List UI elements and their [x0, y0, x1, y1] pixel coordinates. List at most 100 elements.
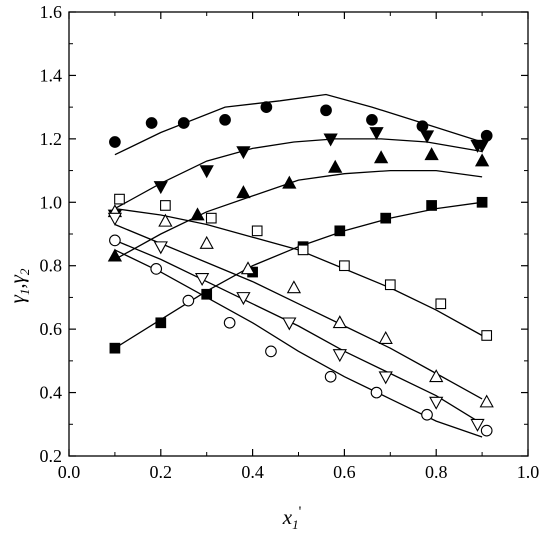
data-point-filled-triangle-down: [323, 133, 338, 147]
data-point-filled-triangle-up: [236, 185, 251, 199]
ticks-layer: 0.0 0.2 0.4 0.6 0.8 1.00.20.40.60.81.01.21.41…: [40, 2, 540, 482]
fit-line-series-5: [114, 207, 483, 337]
fit-line-series-1: [114, 93, 483, 156]
data-point-filled-circle: [320, 104, 332, 117]
data-point-filled-triangle-down: [474, 139, 490, 153]
x-axis-label-symbol: x: [282, 505, 293, 529]
fit-line-series-2: [114, 138, 483, 210]
data-point-open-circle: [370, 386, 383, 399]
data-point-open-circle: [109, 234, 121, 247]
data-point-open-triangle-up: [158, 213, 173, 227]
fit-line-series-8: [114, 249, 483, 438]
y-axis-label-symbol: γ: [5, 294, 29, 303]
data-point-filled-triangle-down: [199, 165, 214, 179]
data-point-open-triangle-down: [236, 292, 251, 306]
data-point-open-circle: [150, 263, 163, 275]
data-point-open-circle: [223, 316, 236, 329]
y-axis-label: γ1,γ2: [5, 268, 32, 303]
data-point-open-triangle-down: [282, 317, 297, 331]
data-point-filled-triangle-up: [424, 147, 439, 161]
y-tick-label: 1.0: [40, 192, 63, 212]
data-point-filled-square: [334, 225, 346, 237]
data-point-filled-square: [426, 200, 437, 211]
data-point-open-circle: [265, 345, 277, 358]
data-point-open-square: [435, 298, 447, 310]
data-point-filled-circle: [109, 136, 121, 148]
data-point-open-triangle-down: [194, 273, 210, 287]
data-point-open-triangle-up: [479, 394, 494, 408]
data-point-open-square: [114, 193, 125, 205]
y-tick-label: 1.6: [40, 2, 63, 22]
data-point-filled-circle: [219, 113, 231, 126]
data-point-open-square: [297, 244, 309, 256]
fit-line-series-6: [114, 223, 483, 400]
data-point-filled-circle: [366, 113, 378, 126]
x-tick-label: 0.6: [333, 462, 356, 482]
data-point-filled-circle: [177, 117, 190, 129]
x-tick-label: 0.2: [150, 462, 173, 482]
x-tick-label: 0.8: [425, 462, 448, 482]
data-points-layer: [107, 101, 494, 437]
y-axis-label-separator: ,: [5, 283, 29, 288]
data-point-open-triangle-down: [470, 418, 485, 432]
y-tick-label: 0.8: [40, 256, 63, 276]
data-point-filled-circle: [480, 129, 493, 142]
y-tick-label: 1.2: [40, 129, 63, 149]
data-point-open-triangle-down: [332, 349, 347, 363]
data-point-filled-square: [109, 342, 121, 354]
data-point-open-circle: [324, 370, 337, 383]
data-point-open-square: [160, 200, 171, 211]
x-axis-label: x1': [282, 504, 302, 532]
data-point-open-square: [251, 225, 263, 237]
data-point-filled-triangle-down: [236, 146, 251, 160]
fit-lines-layer: [114, 93, 483, 438]
data-point-filled-triangle-up: [373, 150, 389, 164]
plot-frame: [68, 11, 529, 457]
data-point-open-circle: [480, 424, 493, 437]
data-point-open-triangle-down: [107, 212, 123, 226]
data-point-filled-triangle-down: [419, 130, 435, 144]
x-tick-label: 0.4: [241, 462, 264, 482]
data-point-filled-circle: [416, 120, 429, 133]
data-point-filled-triangle-up: [190, 207, 205, 221]
data-point-open-square: [339, 260, 350, 272]
x-tick-label: 0.0: [58, 462, 81, 482]
data-point-open-square: [205, 212, 217, 224]
data-point-filled-circle: [260, 101, 273, 113]
data-point-filled-square: [476, 196, 488, 208]
data-point-filled-triangle-down: [369, 127, 384, 141]
data-point-filled-triangle-up: [474, 153, 490, 167]
data-point-open-triangle-up: [378, 331, 393, 345]
x-axis-label-sub: 1: [292, 517, 299, 532]
y-tick-label: 0.2: [40, 446, 63, 466]
data-point-open-circle: [421, 408, 433, 421]
data-point-open-triangle-down: [153, 241, 168, 255]
data-point-filled-square: [155, 317, 167, 329]
data-point-open-triangle-down: [429, 396, 444, 410]
data-point-filled-triangle-down: [153, 181, 168, 195]
data-point-open-circle: [182, 294, 195, 307]
fit-line-series-3: [114, 169, 483, 260]
data-point-open-triangle-up: [332, 315, 347, 329]
y-tick-label: 0.4: [40, 383, 63, 403]
data-point-open-square: [384, 279, 396, 291]
data-point-open-triangle-up: [240, 261, 256, 275]
x-tick-label: 1.0: [517, 462, 540, 482]
data-point-filled-circle: [145, 117, 158, 129]
fit-line-series-7: [114, 239, 478, 422]
data-point-filled-triangle-up: [282, 175, 297, 189]
data-point-filled-triangle-up: [107, 248, 123, 262]
data-point-filled-triangle-up: [328, 159, 343, 173]
data-point-open-triangle-up: [199, 235, 214, 249]
data-point-open-triangle-up: [429, 369, 444, 383]
data-point-open-triangle-down: [378, 371, 393, 385]
x-axis-label-prime: ': [299, 504, 302, 520]
data-point-filled-square: [201, 288, 213, 300]
y-axis-label-sub-2: 2: [17, 268, 32, 275]
data-point-filled-square: [380, 212, 392, 224]
data-point-open-square: [481, 330, 493, 341]
y-tick-label: 0.6: [40, 319, 63, 339]
y-axis-label-symbol-2: γ: [5, 274, 29, 283]
y-axis-label-sub-1: 1: [17, 289, 32, 296]
